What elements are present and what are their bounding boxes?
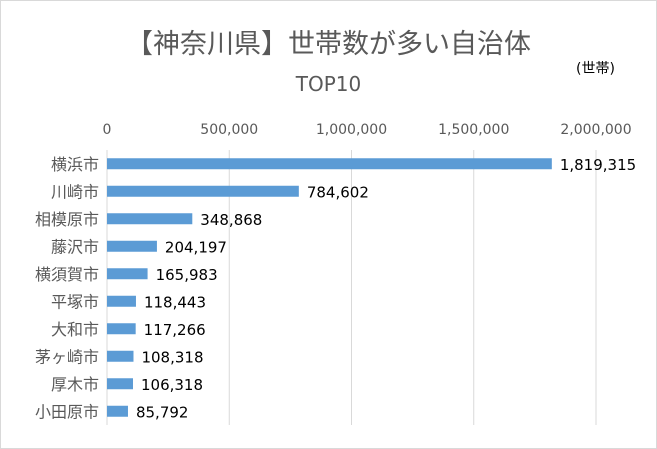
data-label: 106,318 (141, 376, 203, 394)
x-tick-label: 2,000,000 (560, 122, 631, 138)
bar (107, 405, 128, 417)
category-label: 大和市 (51, 320, 99, 339)
category-label: 相模原市 (35, 210, 99, 229)
bar-layer (107, 158, 552, 417)
unit-label: (世帯) (576, 61, 615, 77)
bar (107, 295, 136, 307)
data-label: 1,819,315 (560, 156, 636, 174)
data-label: 118,443 (144, 293, 206, 311)
category-label: 小田原市 (35, 402, 99, 421)
category-label: 厚木市 (51, 375, 99, 394)
x-tick-label: 1,500,000 (438, 122, 509, 138)
category-label: 茅ヶ崎市 (35, 347, 99, 366)
data-label: 784,602 (307, 183, 369, 201)
bar (107, 185, 299, 197)
data-label: 85,792 (136, 403, 189, 421)
x-tick-label: 1,000,000 (316, 122, 387, 138)
category-label: 川崎市 (51, 182, 99, 201)
bar (107, 240, 157, 252)
bar (107, 158, 552, 170)
x-tick-label: 0 (103, 122, 112, 138)
data-label: 165,983 (156, 266, 218, 284)
category-label: 平塚市 (51, 292, 99, 311)
label-layer: 0 500,000 1,000,000 1,500,000 2,000,000 横浜市 1,… (35, 122, 636, 421)
category-label: 横浜市 (51, 155, 99, 174)
category-label: 藤沢市 (51, 237, 99, 256)
bar (107, 378, 133, 390)
bar (107, 323, 136, 335)
chart-title: 【神奈川県】世帯数が多い自治体 (126, 29, 531, 60)
bar (107, 268, 148, 280)
data-label: 117,266 (144, 321, 206, 339)
bar (107, 350, 134, 362)
bar (107, 213, 193, 225)
data-label: 348,868 (200, 211, 262, 229)
category-label: 横須賀市 (35, 265, 99, 284)
x-tick-label: 500,000 (200, 122, 258, 138)
data-label: 108,318 (141, 348, 203, 366)
chart-subtitle: TOP10 (295, 72, 362, 96)
data-label: 204,197 (165, 238, 227, 256)
